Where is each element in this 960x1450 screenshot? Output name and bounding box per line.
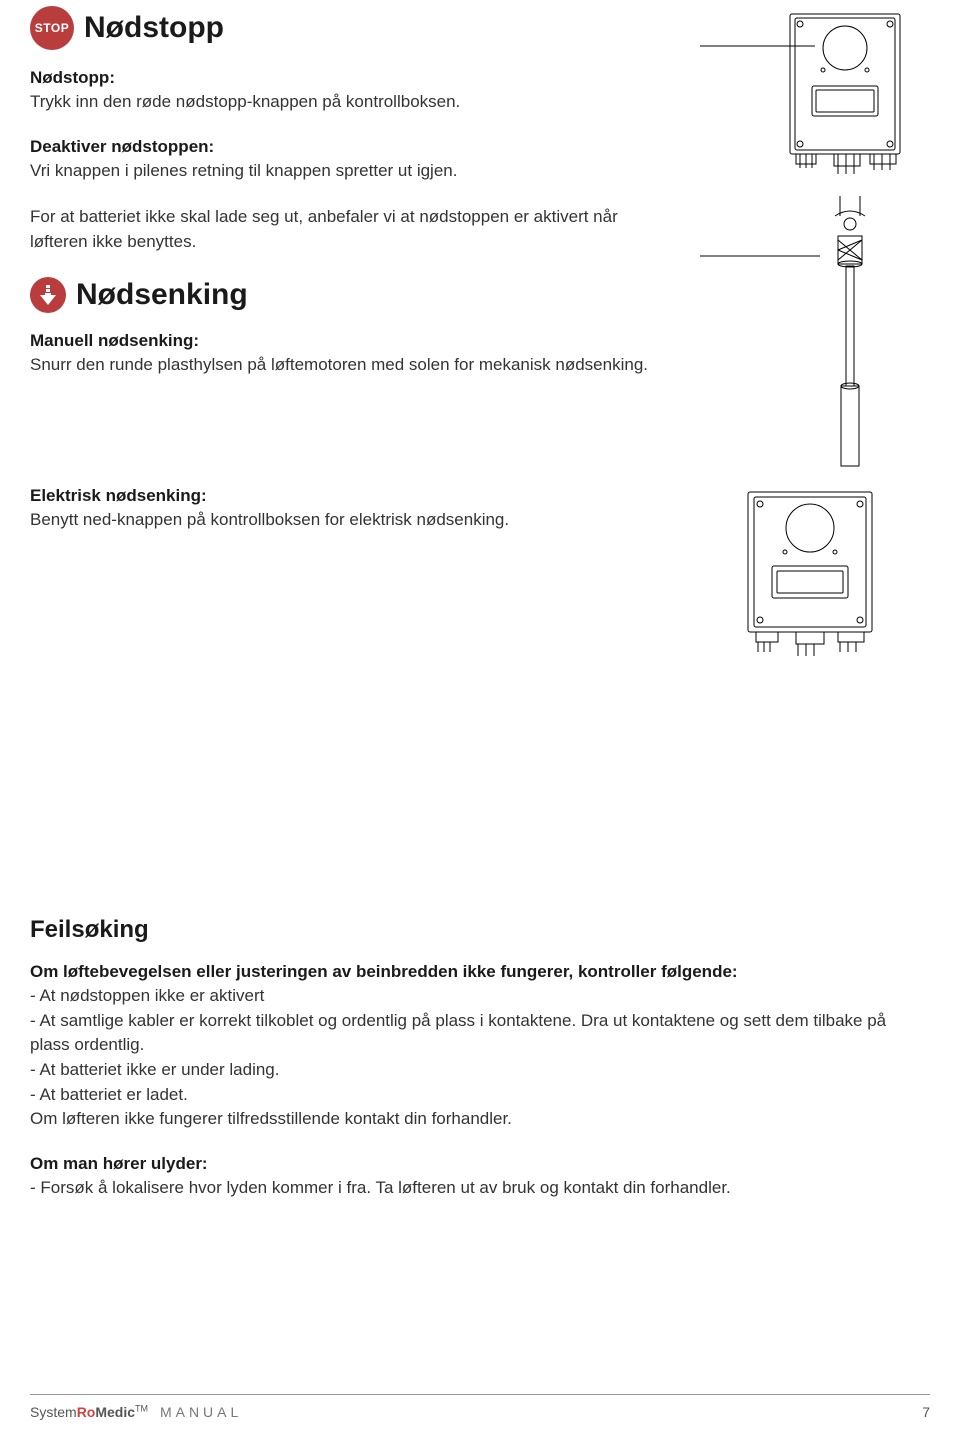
- illustration-column-top: [690, 6, 930, 476]
- control-box-top-illustration: [700, 6, 920, 186]
- nodstopp-p1-text: Trykk inn den røde nødstopp-knappen på k…: [30, 90, 650, 115]
- footer-page-number: 7: [922, 1404, 930, 1420]
- feilsoking-item-1: - At samtlige kabler er korrekt tilkoble…: [30, 1009, 930, 1058]
- feilsoking-p2-text: Om løfteren ikke fungerer tilfredsstille…: [30, 1107, 930, 1132]
- control-box-bottom-illustration: [730, 486, 890, 656]
- nodsenking-p2-text: Benytt ned-knappen på kontrollboksen for…: [30, 508, 650, 533]
- feilsoking-block2: Om man hører ulyder: - Forsøk å lokalise…: [30, 1154, 930, 1201]
- footer-left: SystemRoMedicTM MANUAL: [30, 1403, 242, 1420]
- stop-badge-icon: STOP: [30, 6, 74, 50]
- footer-brand: SystemRoMedicTM: [30, 1404, 152, 1420]
- nodsenking-para1: Manuell nødsenking: Snurr den runde plas…: [30, 331, 650, 378]
- nodsenking-title: Nødsenking: [76, 278, 248, 312]
- feilsoking-title: Feilsøking: [30, 916, 930, 944]
- nodstopp-p2-label: Deaktiver nødstoppen:: [30, 137, 650, 157]
- feilsoking-p1-label: Om løftebevegelsen eller justeringen av …: [30, 962, 930, 982]
- feilsoking-item-2: - At batteriet ikke er under lading.: [30, 1058, 930, 1083]
- nodstopp-title: Nødstopp: [84, 11, 224, 45]
- nodstopp-para3: For at batteriet ikke skal lade seg ut, …: [30, 205, 650, 254]
- nodsenking-para2: Elektrisk nødsenking: Benytt ned-knappen…: [30, 486, 650, 533]
- feilsoking-item-3: - At batteriet er ladet.: [30, 1083, 930, 1108]
- page-footer: SystemRoMedicTM MANUAL 7: [30, 1394, 930, 1420]
- footer-manual: MANUAL: [160, 1404, 242, 1420]
- section-nodstopp-text: STOP Nødstopp Nødstopp: Trykk inn den rø…: [30, 6, 670, 399]
- feilsoking-block1: Om løftebevegelsen eller justeringen av …: [30, 962, 930, 1132]
- feilsoking-p3-text: - Forsøk å lokalisere hvor lyden kommer …: [30, 1176, 930, 1201]
- footer-brand-medic: Medic: [95, 1404, 135, 1420]
- illustration-column-bottom: [690, 486, 930, 656]
- nodstopp-heading-row: STOP Nødstopp: [30, 6, 670, 50]
- nodstopp-p1-label: Nødstopp:: [30, 68, 650, 88]
- section-nodstopp: STOP Nødstopp Nødstopp: Trykk inn den rø…: [30, 0, 930, 476]
- down-arrow-badge-icon: [30, 277, 66, 313]
- feilsoking-p3-label: Om man hører ulyder:: [30, 1154, 930, 1174]
- nodsenking-p2-label: Elektrisk nødsenking:: [30, 486, 650, 506]
- nodstopp-p3-text: For at batteriet ikke skal lade seg ut, …: [30, 205, 650, 254]
- nodstopp-p2-text: Vri knappen i pilenes retning til knappe…: [30, 159, 650, 184]
- nodstopp-para2: Deaktiver nødstoppen: Vri knappen i pile…: [30, 137, 650, 184]
- nodstopp-para1: Nødstopp: Trykk inn den røde nødstopp-kn…: [30, 68, 650, 115]
- feilsoking-item-0: - At nødstoppen ikke er aktivert: [30, 984, 930, 1009]
- nodsenking-p1-label: Manuell nødsenking:: [30, 331, 650, 351]
- elektrisk-text-col: Elektrisk nødsenking: Benytt ned-knappen…: [30, 486, 670, 555]
- section-feilsoking: Feilsøking Om løftebevegelsen eller just…: [30, 916, 930, 1200]
- nodsenking-heading-row: Nødsenking: [30, 277, 670, 313]
- footer-brand-tm: TM: [135, 1403, 148, 1413]
- actuator-rod-illustration: [700, 196, 920, 476]
- nodsenking-p1-text: Snurr den runde plasthylsen på løftemoto…: [30, 353, 650, 378]
- footer-brand-sys: System: [30, 1404, 77, 1420]
- elektrisk-row: Elektrisk nødsenking: Benytt ned-knappen…: [30, 486, 930, 656]
- footer-brand-ro: Ro: [77, 1404, 96, 1420]
